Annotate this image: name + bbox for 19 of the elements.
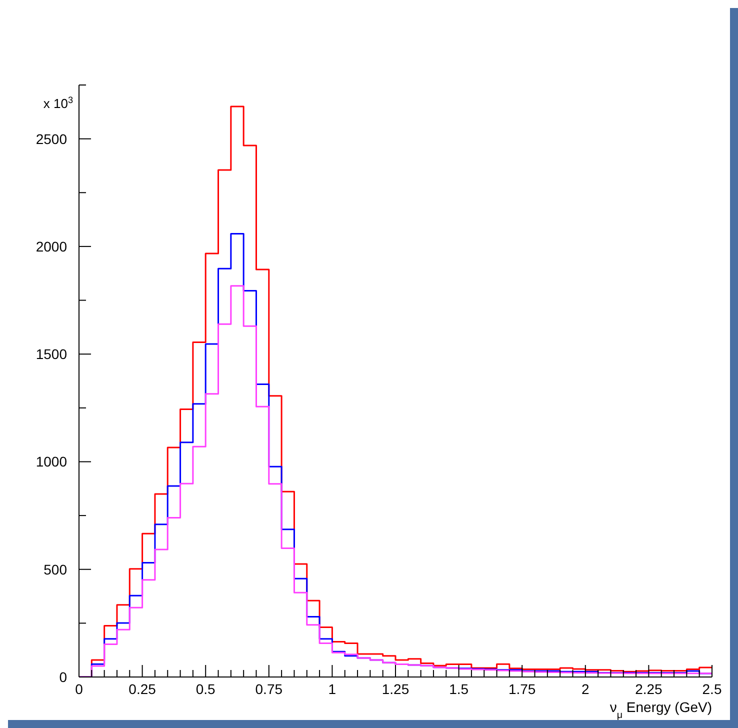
x-tick-label: 2.5 [702, 681, 722, 697]
y-axis-title: x 10$^{3}$ [43, 95, 73, 111]
y-tick-label: 0 [59, 669, 68, 685]
y-tick-label: 500 [44, 561, 68, 578]
x-tick-label: 1.75 [508, 681, 536, 697]
x-tick-label: 0.75 [255, 681, 283, 697]
y-tick-label: 2000 [36, 238, 68, 254]
x-axis-title: ν$_{μ}$ Energy (GeV) [610, 699, 712, 720]
y-tick-label: 1000 [36, 454, 68, 470]
y-tick-label: 2500 [36, 130, 68, 147]
x-tick-label: 2.25 [635, 681, 663, 697]
x-tick-label: 1 [328, 681, 336, 697]
x-tick-label: 1.25 [382, 681, 410, 697]
x-tick-label: 1.5 [449, 681, 469, 697]
x-tick-label: 0.25 [128, 681, 156, 697]
x-tick-label: 2 [582, 681, 590, 697]
x-tick-label: 0 [75, 681, 84, 697]
y-tick-label: 1500 [36, 346, 68, 362]
x-tick-label: 0.5 [196, 681, 216, 697]
